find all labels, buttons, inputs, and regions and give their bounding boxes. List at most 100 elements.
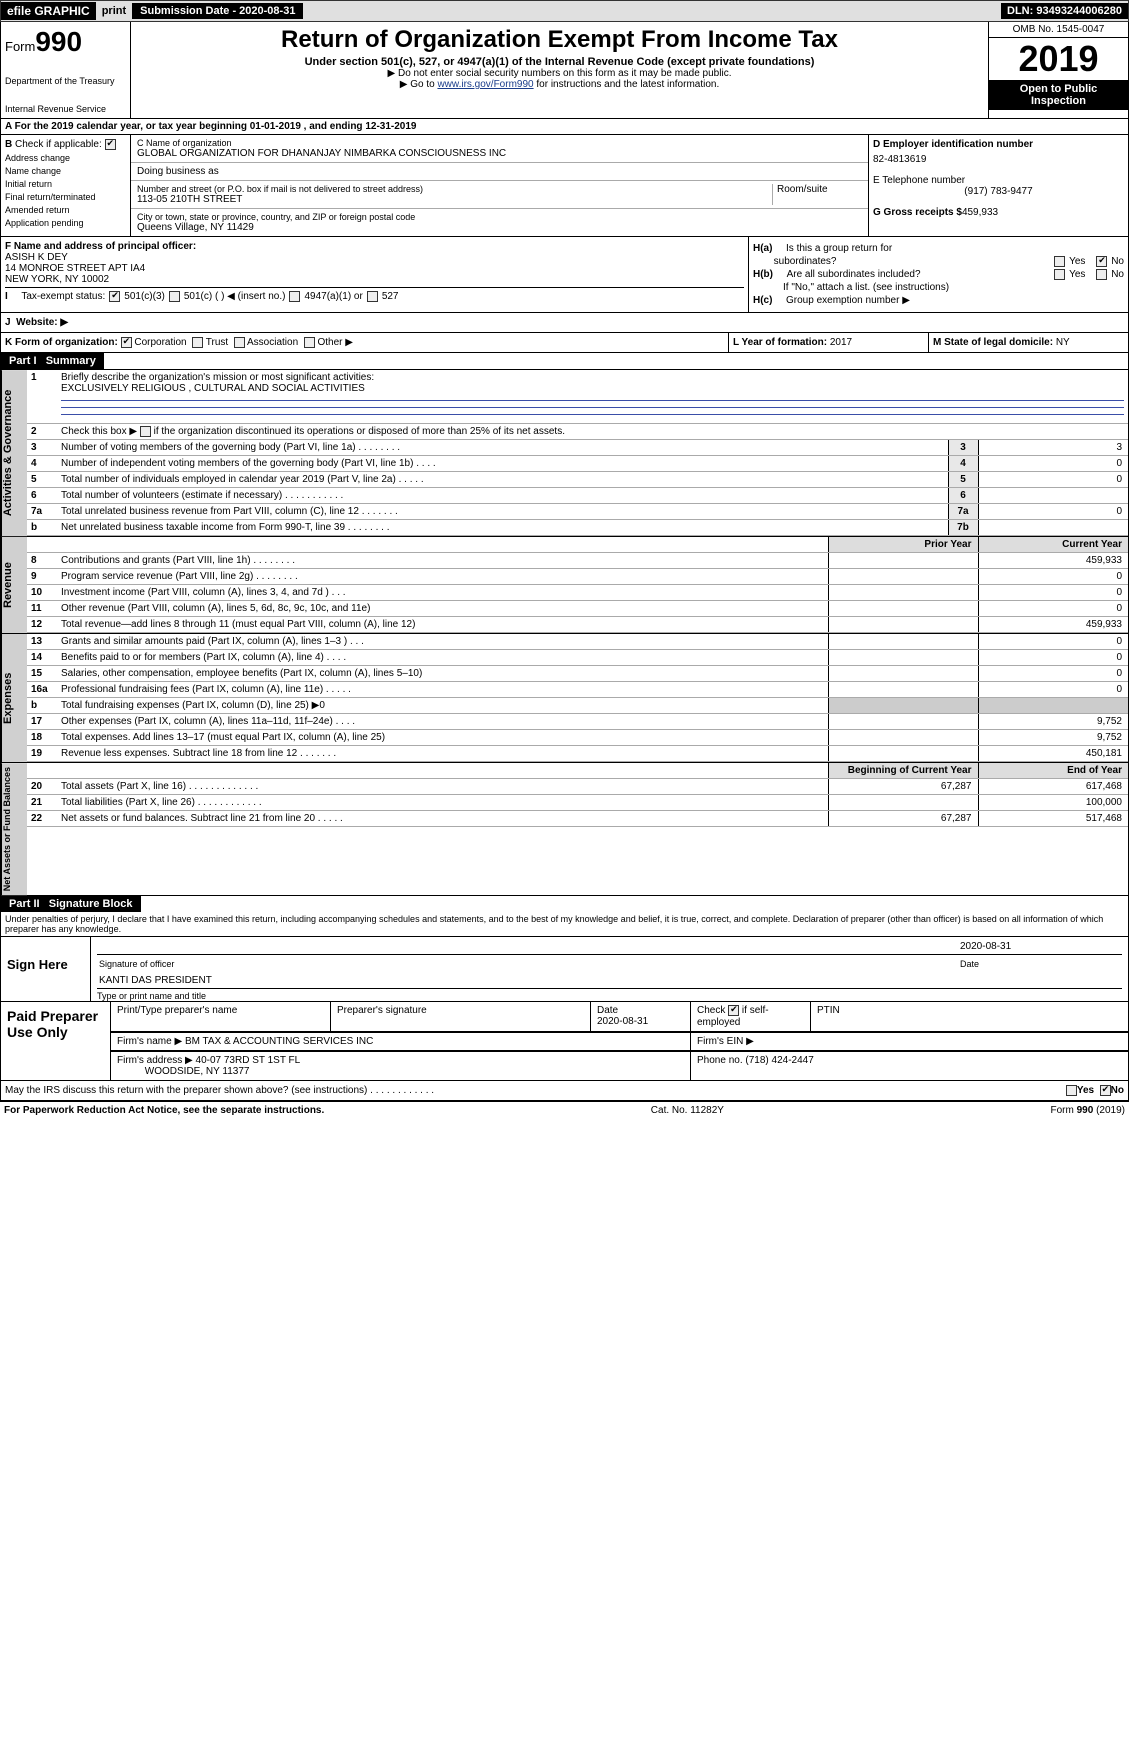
- form-header: Form990 Department of the Treasury Inter…: [0, 22, 1129, 119]
- perjury-text: Under penalties of perjury, I declare th…: [1, 912, 1128, 936]
- state-domicile: NY: [1056, 337, 1070, 348]
- table-row: 18Total expenses. Add lines 13–17 (must …: [27, 730, 1128, 746]
- ein: 82-4813619: [873, 154, 1124, 165]
- phone: (917) 783-9477: [873, 186, 1124, 197]
- ha-label: H(a): [753, 243, 772, 254]
- cat-no: Cat. No. 11282Y: [651, 1105, 724, 1116]
- form-title: Return of Organization Exempt From Incom…: [135, 26, 984, 54]
- table-row: 6Total number of volunteers (estimate if…: [27, 488, 1128, 504]
- b-label: B Check if applicable:: [5, 139, 126, 150]
- table-row: 16aProfessional fundraising fees (Part I…: [27, 682, 1128, 698]
- sign-here-label: Sign Here: [1, 937, 91, 1001]
- dept-treasury: Department of the Treasury: [5, 76, 126, 86]
- tax-year: 2019: [989, 38, 1128, 80]
- part1-header: Part I Summary: [1, 353, 104, 369]
- firm-addr: 40-07 73RD ST 1ST FL: [196, 1055, 301, 1066]
- irs-link[interactable]: www.irs.gov/Form990: [437, 79, 533, 90]
- street-address: 113-05 210TH STREET: [137, 194, 772, 205]
- form-note-ssn: ▶ Do not enter social security numbers o…: [135, 68, 984, 79]
- end-year-hd: End of Year: [978, 763, 1128, 779]
- row-k: K Form of organization: Corporation Trus…: [0, 333, 1129, 353]
- b-option: Name change: [5, 166, 126, 176]
- sig-officer-label: Signature of officer: [99, 959, 960, 969]
- table-row: 4Number of independent voting members of…: [27, 456, 1128, 472]
- b-option: Address change: [5, 153, 126, 163]
- firm-ein-label: Firm's EIN ▶: [691, 1033, 1128, 1051]
- discuss-text: May the IRS discuss this return with the…: [5, 1085, 1066, 1096]
- begin-year-hd: Beginning of Current Year: [828, 763, 978, 779]
- dba-label: Doing business as: [131, 163, 868, 181]
- self-employed-chk[interactable]: [728, 1005, 739, 1016]
- e-phone-label: E Telephone number: [873, 175, 1124, 186]
- table-row: 8Contributions and grants (Part VIII, li…: [27, 553, 1128, 569]
- chk-501c3[interactable]: [109, 291, 120, 302]
- table-row: 3Number of voting members of the governi…: [27, 440, 1128, 456]
- year-formation: 2017: [830, 337, 852, 348]
- tax-exempt-label: Tax-exempt status:: [21, 291, 105, 302]
- k-other[interactable]: [304, 337, 315, 348]
- l2-checkbox[interactable]: [140, 426, 151, 437]
- form-number: Form990: [5, 26, 126, 58]
- k-trust[interactable]: [192, 337, 203, 348]
- current-year-hd: Current Year: [978, 537, 1128, 553]
- dln: DLN: 93493244006280: [1001, 3, 1128, 19]
- room-suite-label: Room/suite: [772, 184, 862, 205]
- city-state-zip: Queens Village, NY 11429: [137, 222, 862, 233]
- officer-addr: 14 MONROE STREET APT IA4: [5, 263, 744, 274]
- side-expenses: Expenses: [1, 634, 27, 762]
- addr-label: Number and street (or P.O. box if mail i…: [137, 184, 772, 194]
- k-assoc[interactable]: [234, 337, 245, 348]
- pra-notice: For Paperwork Reduction Act Notice, see …: [4, 1105, 324, 1116]
- firm-name: BM TAX & ACCOUNTING SERVICES INC: [185, 1036, 373, 1047]
- officer-city: NEW YORK, NY 10002: [5, 274, 744, 285]
- sign-here-block: Sign Here 2020-08-31 Signature of office…: [0, 937, 1129, 1002]
- chk-4947[interactable]: [289, 291, 300, 302]
- table-row: 17Other expenses (Part IX, column (A), l…: [27, 714, 1128, 730]
- chk-501c[interactable]: [169, 291, 180, 302]
- b-option: Final return/terminated: [5, 192, 126, 202]
- form-note-goto: ▶ Go to www.irs.gov/Form990 for instruct…: [135, 79, 984, 90]
- discuss-no[interactable]: [1100, 1085, 1111, 1096]
- hb-no[interactable]: [1096, 269, 1107, 280]
- org-name: GLOBAL ORGANIZATION FOR DHANANJAY NIMBAR…: [137, 148, 862, 159]
- ha-yes[interactable]: [1054, 256, 1065, 267]
- topbar: efile GRAPHIC print Submission Date - 20…: [0, 0, 1129, 22]
- row-a-tax-year: A For the 2019 calendar year, or tax yea…: [0, 119, 1129, 135]
- f-officer-label: F Name and address of principal officer:: [5, 241, 744, 252]
- table-row: 7aTotal unrelated business revenue from …: [27, 504, 1128, 520]
- print-link[interactable]: print: [96, 3, 132, 19]
- form-subtitle: Under section 501(c), 527, or 4947(a)(1)…: [135, 56, 984, 68]
- table-row: 22Net assets or fund balances. Subtract …: [27, 811, 1128, 827]
- table-row: 20Total assets (Part X, line 16) . . . .…: [27, 779, 1128, 795]
- table-row: 9Program service revenue (Part VIII, lin…: [27, 569, 1128, 585]
- efile-label: efile GRAPHIC: [1, 2, 96, 20]
- discuss-yes[interactable]: [1066, 1085, 1077, 1096]
- side-revenue: Revenue: [1, 537, 27, 633]
- table-row: bNet unrelated business taxable income f…: [27, 520, 1128, 536]
- section-b: B Check if applicable: Address change Nam…: [0, 135, 1129, 237]
- d-ein-label: D Employer identification number: [873, 139, 1124, 150]
- prep-date: 2020-08-31: [597, 1016, 648, 1027]
- table-row: 15Salaries, other compensation, employee…: [27, 666, 1128, 682]
- k-corp[interactable]: [121, 337, 132, 348]
- prep-name-hd: Print/Type preparer's name: [111, 1002, 331, 1031]
- officer-name: ASISH K DEY: [5, 252, 744, 263]
- footer: For Paperwork Reduction Act Notice, see …: [0, 1101, 1129, 1119]
- hb-yes[interactable]: [1054, 269, 1065, 280]
- table-row: bTotal fundraising expenses (Part IX, co…: [27, 698, 1128, 714]
- firm-city: WOODSIDE, NY 11377: [145, 1066, 250, 1077]
- table-row: 14Benefits paid to or for members (Part …: [27, 650, 1128, 666]
- table-row: 10Investment income (Part VIII, column (…: [27, 585, 1128, 601]
- b-option: Application pending: [5, 218, 126, 228]
- paid-preparer-label: Paid Preparer Use Only: [1, 1002, 111, 1079]
- chk-527[interactable]: [367, 291, 378, 302]
- l1-label: Briefly describe the organization's miss…: [61, 372, 374, 383]
- table-row: 12Total revenue—add lines 8 through 11 (…: [27, 617, 1128, 633]
- ha-no[interactable]: [1096, 256, 1107, 267]
- print-name-label: Type or print name and title: [91, 991, 1128, 1001]
- hb-label: H(b): [753, 269, 773, 280]
- side-net-assets: Net Assets or Fund Balances: [1, 763, 27, 895]
- b-checkbox-icon[interactable]: [105, 139, 116, 150]
- omb-number: OMB No. 1545-0047: [989, 22, 1128, 38]
- date-label: Date: [960, 959, 1120, 969]
